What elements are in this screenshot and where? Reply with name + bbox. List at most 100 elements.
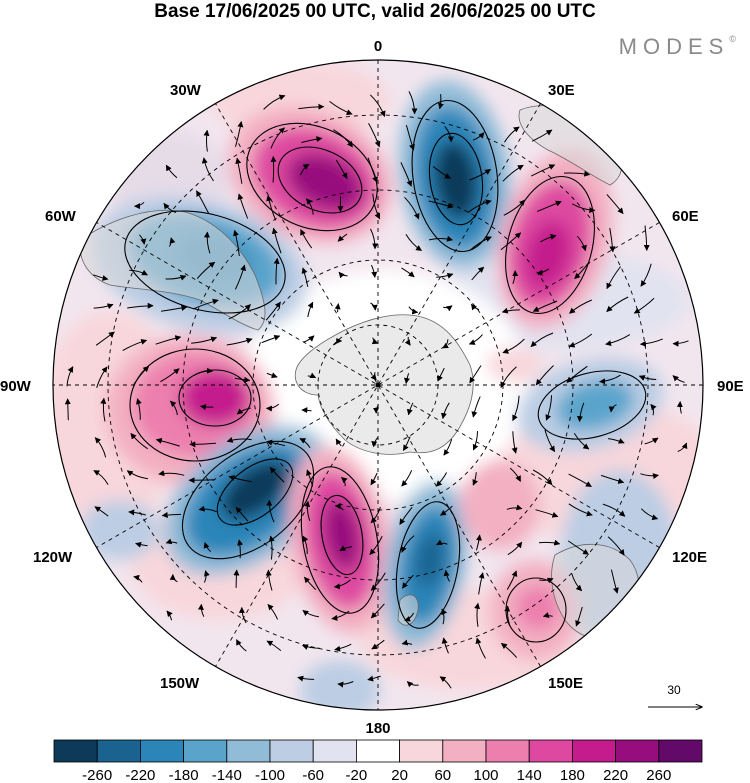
- wind-arrow: [467, 199, 492, 213]
- wind-arrow: [169, 573, 178, 583]
- wind-arrow: [66, 366, 74, 387]
- map-title: Base 17/06/2025 00 UTC, valid 26/06/2025…: [154, 1, 596, 22]
- south-pole-marker: [375, 382, 381, 388]
- lon-label-0: 0: [374, 38, 382, 55]
- wind-arrow: [437, 367, 445, 382]
- wind-arrow: [538, 539, 561, 546]
- wind-arrow: [643, 225, 650, 251]
- wind-arrow: [168, 237, 176, 247]
- wind-arrow: [297, 675, 315, 682]
- wind-arrow: [435, 472, 448, 487]
- wind-arrow: [443, 569, 450, 582]
- wind-arrow: [428, 200, 454, 209]
- wind-arrow: [203, 129, 210, 152]
- colorbar-label: 140: [517, 767, 542, 783]
- wind-arrow: [471, 266, 485, 281]
- wind-arrow: [301, 267, 309, 287]
- wind-arrow: [370, 264, 378, 278]
- wind-arrow: [610, 569, 619, 594]
- wind-arrow: [139, 234, 147, 245]
- wind-arrow: [235, 157, 243, 184]
- wind-arrow: [576, 402, 585, 423]
- wind-arrow: [471, 396, 481, 418]
- wind-arrow: [268, 535, 275, 560]
- wind-arrow: [607, 536, 625, 556]
- wind-arrow: [442, 339, 449, 349]
- wind-arrow: [607, 438, 625, 444]
- wind-arrow: [532, 469, 553, 486]
- colorbar-swatch: [485, 739, 530, 763]
- wind-arrow: [200, 404, 214, 411]
- wind-arrow: [197, 603, 205, 617]
- wind-arrow: [474, 602, 481, 627]
- colorbar-label: -220: [125, 767, 155, 783]
- wind-arrow: [441, 637, 449, 654]
- wind-arrow: [444, 126, 454, 143]
- wind-arrow: [270, 155, 277, 183]
- colorbar-label: 220: [603, 767, 628, 783]
- wind-arrow: [677, 442, 688, 452]
- wind-arrow: [476, 534, 482, 551]
- wind-arrow: [191, 336, 218, 344]
- colorbar-swatch: [442, 739, 487, 763]
- wind-arrow: [303, 335, 315, 343]
- wind-arrow: [226, 337, 253, 346]
- wind-arrow: [193, 367, 213, 376]
- wind-arrow: [567, 540, 590, 555]
- wind-arrow: [198, 505, 217, 513]
- wind-arrow: [367, 675, 381, 682]
- wind-arrow: [468, 334, 483, 345]
- wind-arrow: [470, 303, 480, 311]
- wind-arrow: [370, 506, 381, 524]
- wind-arrow: [298, 103, 325, 110]
- wind-arrow: [203, 231, 211, 254]
- wind-arrow: [273, 257, 280, 285]
- wind-arrow: [537, 200, 562, 212]
- wind-arrow: [367, 157, 378, 183]
- wind-arrow: [302, 610, 319, 618]
- wind-arrow: [440, 402, 450, 420]
- wind-arrow: [334, 503, 344, 511]
- colorbar-label: -180: [169, 767, 199, 783]
- wind-arrow: [399, 506, 413, 526]
- wind-arrow: [233, 229, 240, 257]
- wind-arrow: [236, 639, 247, 652]
- wind-arrow: [531, 129, 553, 142]
- wind-arrow: [609, 227, 616, 253]
- wind-arrow: [404, 336, 411, 346]
- wind-arrow: [269, 467, 285, 483]
- wind-arrow: [64, 398, 71, 421]
- wind-arrow: [234, 376, 251, 383]
- wind-arrow: [165, 164, 178, 179]
- wind-arrow: [155, 335, 182, 345]
- wind-arrow: [201, 157, 214, 182]
- wind-arrow: [638, 375, 657, 381]
- new-zealand: [397, 594, 419, 626]
- colorbar-swatch: [183, 739, 228, 763]
- copyright-mark: ©: [729, 34, 736, 44]
- wind-vectors: [64, 91, 689, 689]
- wind-arrow: [502, 338, 525, 354]
- wind-arrow: [640, 473, 659, 480]
- wind-arrow: [339, 545, 353, 552]
- wind-arrow: [163, 202, 177, 213]
- wind-arrow: [406, 402, 414, 416]
- lon-label-150w: 150W: [160, 675, 200, 692]
- wind-arrow: [100, 397, 107, 422]
- wind-arrow: [544, 429, 556, 453]
- wind-arrow: [96, 366, 108, 388]
- wind-arrow: [602, 503, 626, 517]
- wind-arrow: [370, 372, 377, 381]
- wind-arrow: [400, 162, 413, 187]
- wind-arrow: [306, 469, 314, 487]
- wind-arrow: [404, 612, 415, 622]
- lon-label-60e: 60E: [672, 208, 699, 225]
- wind-arrow: [307, 301, 314, 318]
- wind-arrow: [500, 643, 518, 658]
- brand-name: MODES: [618, 34, 730, 59]
- wind-arrow: [608, 404, 617, 413]
- lon-label-150e: 150E: [548, 675, 583, 692]
- colorbar-label: -20: [346, 767, 368, 783]
- wind-arrow: [329, 101, 353, 116]
- wind-arrow: [237, 193, 249, 219]
